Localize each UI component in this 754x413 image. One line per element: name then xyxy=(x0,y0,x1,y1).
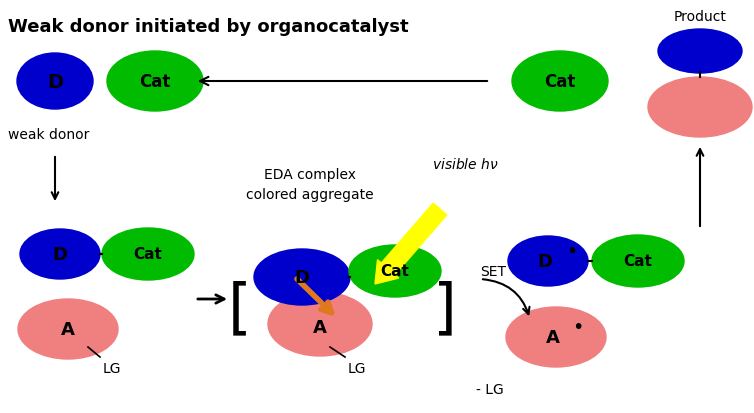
Ellipse shape xyxy=(648,78,752,138)
Ellipse shape xyxy=(592,235,684,287)
Ellipse shape xyxy=(512,52,608,112)
Text: Cat: Cat xyxy=(544,73,576,91)
Text: [: [ xyxy=(228,280,252,339)
Text: Cat: Cat xyxy=(624,254,652,269)
Text: LG: LG xyxy=(348,361,366,375)
Ellipse shape xyxy=(18,299,118,359)
Ellipse shape xyxy=(102,228,194,280)
Text: Cat: Cat xyxy=(381,264,409,279)
Text: Cat: Cat xyxy=(139,73,170,91)
Ellipse shape xyxy=(506,307,606,367)
Text: A: A xyxy=(313,318,327,336)
Ellipse shape xyxy=(107,52,203,112)
Text: •: • xyxy=(566,242,578,261)
Ellipse shape xyxy=(20,230,100,279)
Ellipse shape xyxy=(268,292,372,356)
Text: D: D xyxy=(47,72,63,91)
Ellipse shape xyxy=(658,30,742,74)
Ellipse shape xyxy=(349,245,441,297)
Text: Product: Product xyxy=(673,10,726,24)
Text: visible $h\nu$: visible $h\nu$ xyxy=(432,157,499,172)
Text: LG: LG xyxy=(103,361,121,375)
Text: D: D xyxy=(295,268,309,286)
Text: Weak donor initiated by organocatalyst: Weak donor initiated by organocatalyst xyxy=(8,18,409,36)
Ellipse shape xyxy=(508,236,588,286)
Ellipse shape xyxy=(17,54,93,110)
Text: weak donor: weak donor xyxy=(8,128,90,142)
Text: Cat: Cat xyxy=(133,247,162,262)
Text: SET: SET xyxy=(480,264,506,278)
Text: D: D xyxy=(538,252,553,271)
Ellipse shape xyxy=(254,249,350,305)
Text: - LG: - LG xyxy=(476,382,504,396)
Text: •: • xyxy=(572,318,584,337)
Text: A: A xyxy=(546,328,560,346)
Text: D: D xyxy=(53,245,68,263)
Text: EDA complex
colored aggregate: EDA complex colored aggregate xyxy=(247,168,374,201)
FancyArrow shape xyxy=(375,204,447,284)
Text: A: A xyxy=(61,320,75,338)
Text: ]: ] xyxy=(433,280,457,339)
